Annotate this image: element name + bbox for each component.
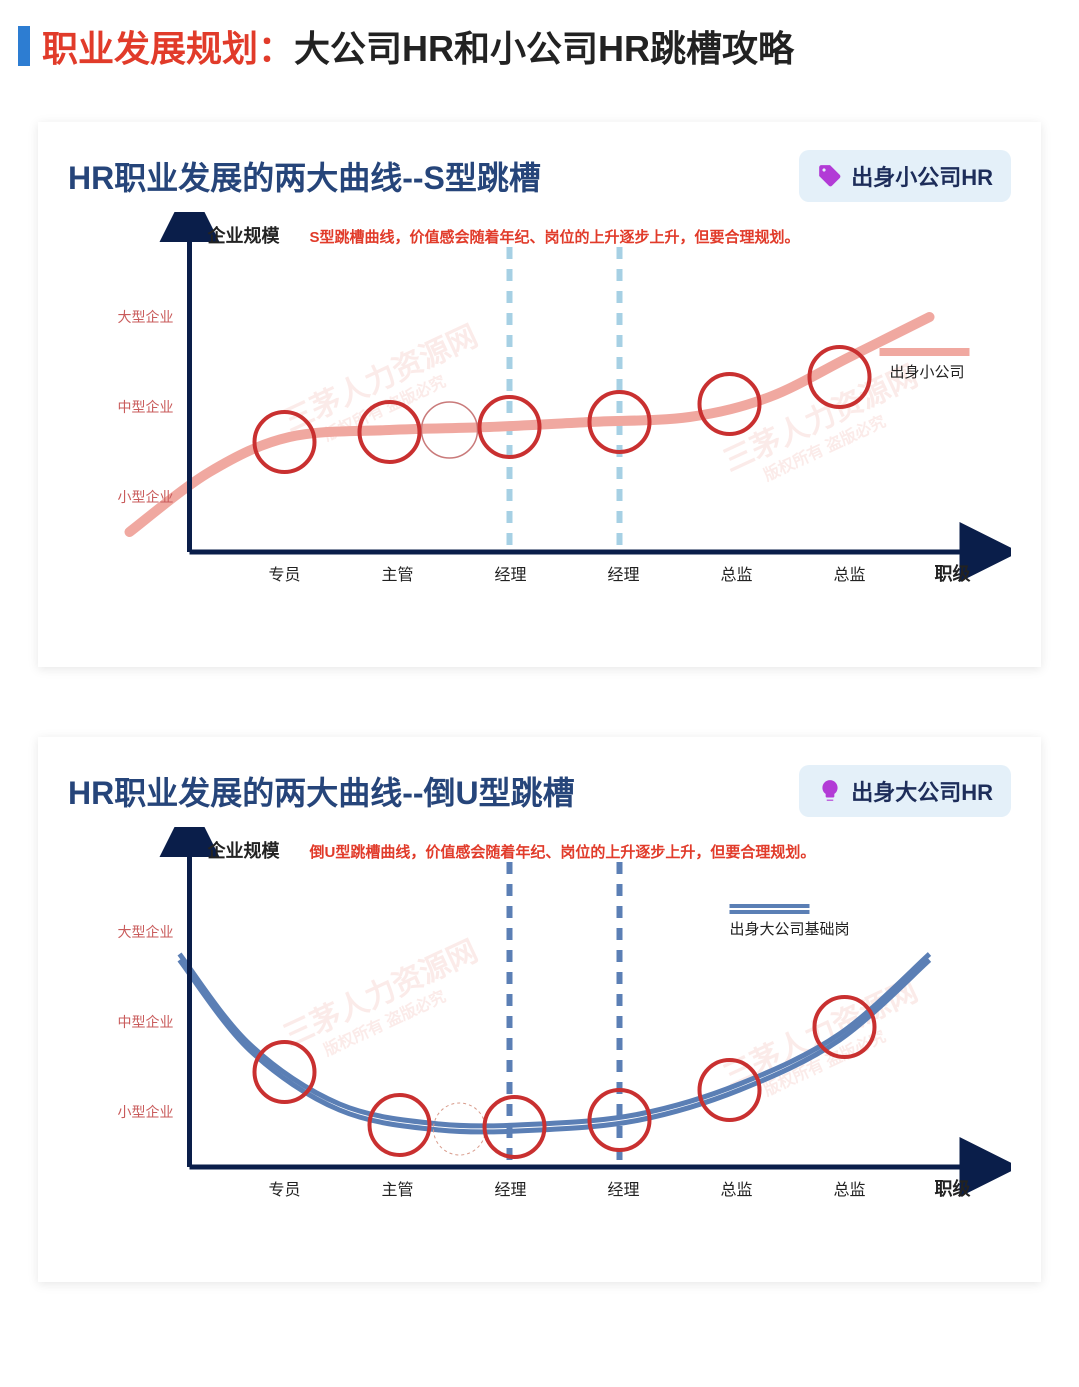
x-tick-label: 总监 <box>720 1181 752 1199</box>
panel-title: HR职业发展的两大曲线--S型跳槽 <box>68 153 541 199</box>
x-tick-label: 专员 <box>268 1181 300 1199</box>
legend-label: 出身小公司 <box>890 364 965 381</box>
x-tick-label: 专员 <box>268 566 300 584</box>
x-tick-label: 经理 <box>494 566 526 584</box>
x-tick-label: 主管 <box>381 566 413 584</box>
chart-panel: HR职业发展的两大曲线--倒U型跳槽 出身大公司HR 三茅人力资源网版权所有 盗… <box>38 737 1041 1282</box>
svg-text:三茅人力资源网版权所有 盗版必究: 三茅人力资源网版权所有 盗版必究 <box>279 935 492 1073</box>
y-tick-label: 小型企业 <box>118 1104 174 1120</box>
page-title: 职业发展规划： 大公司HR和小公司HR跳槽攻略 <box>18 20 1061 72</box>
bulb-icon <box>817 778 843 804</box>
title-accent-bar <box>18 26 30 66</box>
y-tick-label: 中型企业 <box>118 399 174 415</box>
y-tick-label: 大型企业 <box>118 309 174 325</box>
x-tick-label: 主管 <box>381 1181 413 1199</box>
chart-area: 三茅人力资源网版权所有 盗版必究三茅人力资源网版权所有 盗版必究企业规模倒U型跳… <box>68 827 1011 1247</box>
chart-panel: HR职业发展的两大曲线--S型跳槽 出身小公司HR 三茅人力资源网版权所有 盗版… <box>38 122 1041 667</box>
x-tick-label: 总监 <box>833 1181 865 1199</box>
x-tick-label: 总监 <box>720 566 752 584</box>
chart-svg: 三茅人力资源网版权所有 盗版必究三茅人力资源网版权所有 盗版必究企业规模倒U型跳… <box>68 827 1011 1227</box>
y-tick-label: 大型企业 <box>118 924 174 940</box>
y-axis-label: 企业规模 <box>207 840 281 861</box>
panel-title: HR职业发展的两大曲线--倒U型跳槽 <box>68 768 575 814</box>
origin-badge: 出身大公司HR <box>799 765 1011 817</box>
y-tick-label: 小型企业 <box>118 489 174 505</box>
chart-subtitle: 倒U型跳槽曲线，价值感会随着年纪、岗位的上升逐步上升，但要合理规划。 <box>309 843 816 861</box>
y-axis-label: 企业规模 <box>207 225 281 246</box>
x-tick-label: 经理 <box>607 1181 639 1199</box>
badge-label: 出身小公司HR <box>851 160 993 192</box>
legend-label: 出身大公司基础岗 <box>730 921 850 938</box>
x-axis-label: 职级 <box>935 563 972 584</box>
title-prefix: 职业发展规划： <box>42 20 294 72</box>
chart-svg: 三茅人力资源网版权所有 盗版必究三茅人力资源网版权所有 盗版必究企业规模S型跳槽… <box>68 212 1011 612</box>
chart-area: 三茅人力资源网版权所有 盗版必究三茅人力资源网版权所有 盗版必究企业规模S型跳槽… <box>68 212 1011 632</box>
x-tick-label: 总监 <box>833 566 865 584</box>
x-tick-label: 经理 <box>494 1181 526 1199</box>
tag-icon <box>817 163 843 189</box>
x-axis-label: 职级 <box>935 1178 972 1199</box>
badge-label: 出身大公司HR <box>851 775 993 807</box>
origin-badge: 出身小公司HR <box>799 150 1011 202</box>
chart-subtitle: S型跳槽曲线，价值感会随着年纪、岗位的上升逐步上升，但要合理规划。 <box>310 228 800 246</box>
title-rest: 大公司HR和小公司HR跳槽攻略 <box>294 20 794 72</box>
x-tick-label: 经理 <box>607 566 639 584</box>
y-tick-label: 中型企业 <box>118 1014 174 1030</box>
